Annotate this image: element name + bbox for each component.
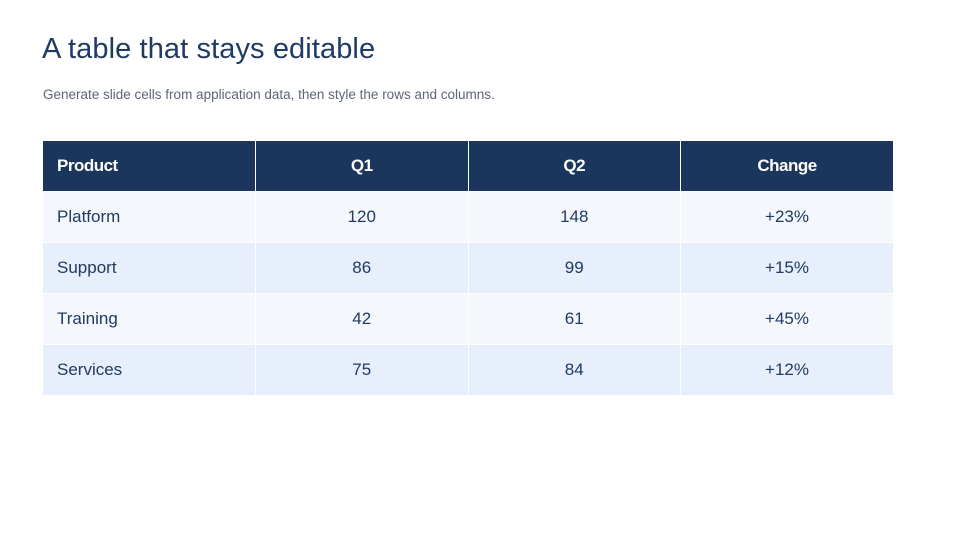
table-cell-change[interactable]: +15% <box>680 241 893 293</box>
table-cell-product[interactable]: Support <box>43 241 256 293</box>
table-cell-product[interactable]: Platform <box>43 190 256 242</box>
table-cell-q1[interactable]: 86 <box>255 241 468 293</box>
table-cell-q1[interactable]: 42 <box>255 292 468 344</box>
table-cell-change[interactable]: +23% <box>680 190 893 242</box>
header-cell-q2[interactable]: Q2 <box>467 141 681 191</box>
table-row: Platform 120 148 +23% <box>43 190 893 242</box>
table-header-row: Product Q1 Q2 Change <box>43 141 893 191</box>
header-cell-q1[interactable]: Q1 <box>255 141 468 191</box>
table-cell-product[interactable]: Training <box>43 292 256 344</box>
table-cell-q1[interactable]: 120 <box>255 190 468 242</box>
table-row: Training 42 61 +45% <box>43 292 893 344</box>
table-cell-q2[interactable]: 148 <box>467 190 681 242</box>
table-cell-change[interactable]: +45% <box>680 292 893 344</box>
table-cell-q2[interactable]: 84 <box>467 343 681 395</box>
table-cell-q2[interactable]: 61 <box>467 292 681 344</box>
table-cell-product[interactable]: Services <box>43 343 256 395</box>
slide-title: A table that stays editable <box>42 33 376 65</box>
table-row: Support 86 99 +15% <box>43 241 893 293</box>
table-row: Services 75 84 +12% <box>43 343 893 395</box>
table-cell-change[interactable]: +12% <box>680 343 893 395</box>
table-cell-q2[interactable]: 99 <box>467 241 681 293</box>
slide-subtitle: Generate slide cells from application da… <box>43 87 495 102</box>
header-cell-product[interactable]: Product <box>43 141 256 191</box>
table-cell-q1[interactable]: 75 <box>255 343 468 395</box>
data-table: Product Q1 Q2 Change Platform 120 148 +2… <box>43 141 893 395</box>
header-cell-change[interactable]: Change <box>680 141 893 191</box>
